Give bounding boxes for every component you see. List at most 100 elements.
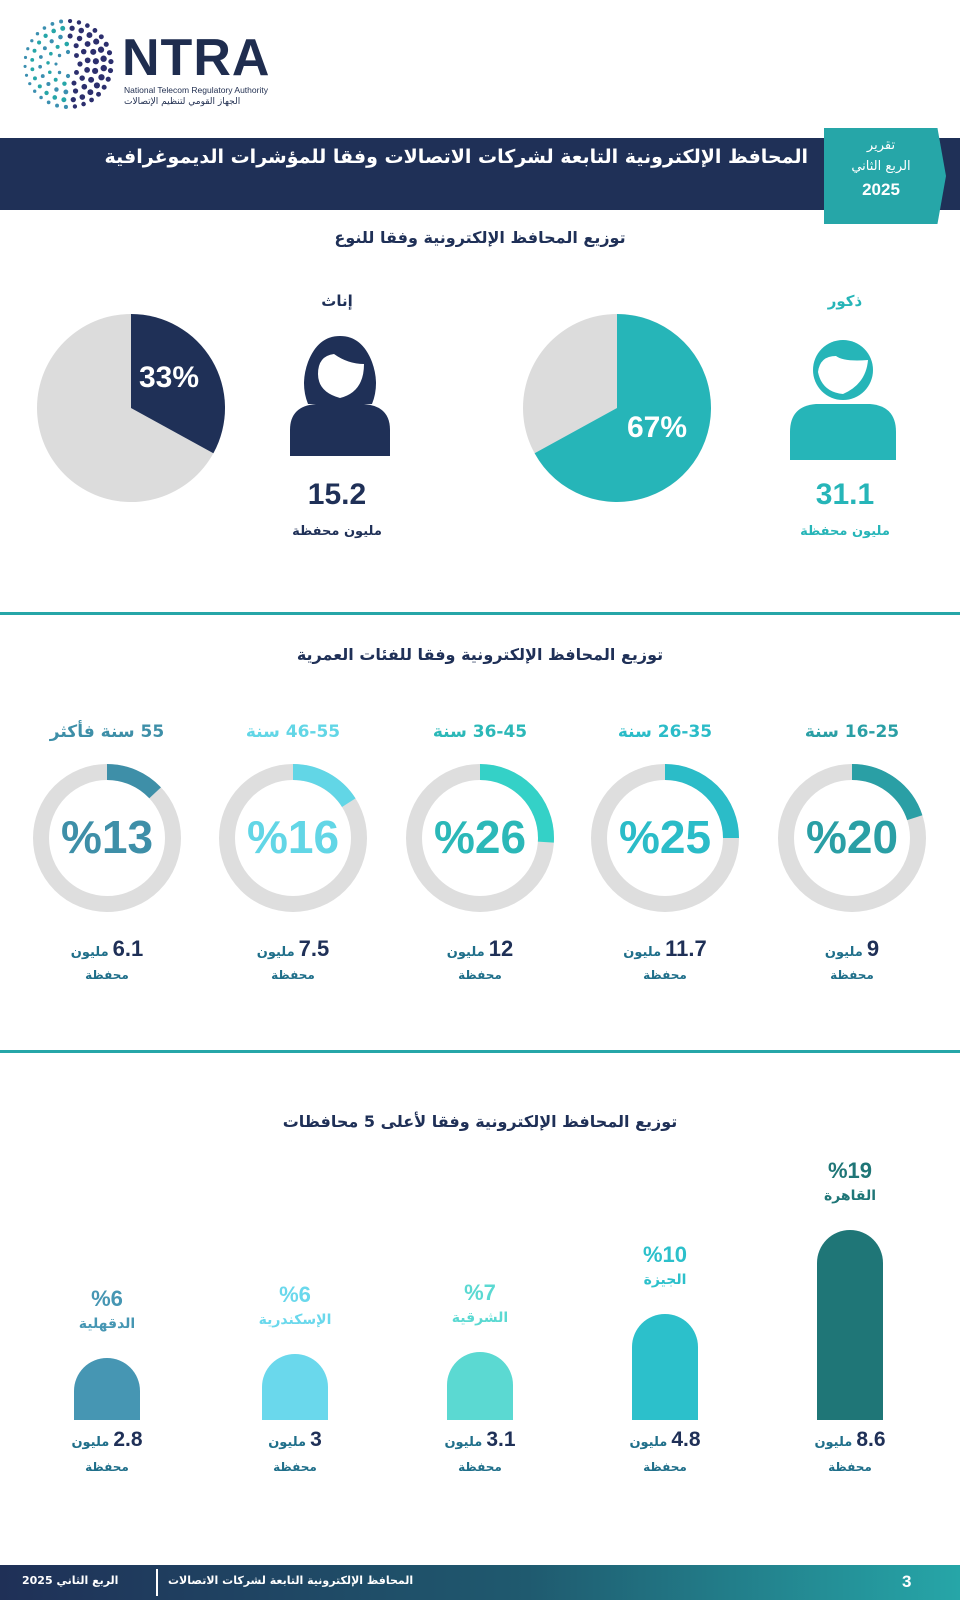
age-section-title: توزيع المحافظ الإلكترونية وفقا للفئات ال… — [296, 645, 664, 664]
logo-dot — [60, 25, 66, 31]
governorate-unit: مليون — [71, 1435, 110, 1450]
age-group-value: 9مليون — [772, 936, 932, 962]
logo-dot — [26, 47, 30, 51]
logo-dot — [52, 95, 58, 100]
age-group-value: 6.1مليون — [27, 936, 187, 962]
male-wallets-value: 31.1 — [815, 478, 875, 511]
age-group-unit-label: محفظة — [458, 968, 502, 982]
governorate-bar — [262, 1353, 328, 1420]
footer-title: المحافظ الإلكترونية التابعة لشركات الاتص… — [168, 1574, 414, 1587]
logo-dot — [42, 46, 47, 51]
report-tag-line2: الربع الثاني — [851, 159, 911, 174]
logo-dot — [49, 39, 54, 44]
logo-dot — [84, 57, 91, 64]
ntra-dots-emblem-icon — [23, 18, 114, 110]
governorate-name: الإسكندرية — [258, 1311, 332, 1328]
logo-dot — [97, 46, 105, 53]
page-title: المحافظ الإلكترونية التابعة لشركات الاتص… — [104, 146, 808, 168]
report-tag-line1: تقرير — [866, 138, 896, 153]
governorate-unit: مليون — [268, 1435, 307, 1450]
age-group-unit-label: محفظة — [85, 968, 129, 982]
governorate-bar — [74, 1358, 140, 1420]
logo-wordmark: NTRA — [122, 29, 271, 87]
governorate-millions: 3.1 — [486, 1428, 516, 1451]
logo-dot — [39, 95, 43, 100]
logo-dot — [63, 89, 69, 95]
logo-dot — [23, 55, 28, 60]
governorates-section-title: توزيع المحافظ الإلكترونية وفقا لأعلى 5 م… — [282, 1112, 678, 1131]
age-group-donut — [406, 764, 554, 912]
logo-dot — [74, 53, 79, 58]
logo-dot — [44, 90, 49, 96]
logo-dot — [46, 61, 50, 65]
logo-dot — [38, 64, 42, 69]
logo-dot — [92, 28, 98, 33]
governorate-bar — [447, 1351, 513, 1420]
logo-english-name: National Telecom Regulatory Authority — [124, 85, 268, 95]
governorate-name: الشرقية — [451, 1309, 509, 1326]
female-wallets-value: 15.2 — [307, 478, 367, 511]
donut-share-arc — [406, 764, 554, 912]
age-group-label: 36-45 سنة — [432, 722, 528, 742]
age-group-unit: مليون — [446, 945, 485, 960]
logo-dot — [50, 22, 55, 26]
age-group-value: 12مليون — [400, 936, 560, 962]
male-pie-percent-label: 67% — [627, 411, 687, 444]
governorate-percent: %19 — [827, 1158, 873, 1183]
logo-dot — [81, 101, 86, 107]
logo-dot — [101, 84, 107, 90]
logo-dot — [98, 74, 105, 81]
logo-dot — [80, 48, 87, 55]
logo-dot — [107, 67, 114, 74]
governorate-bar — [817, 1230, 883, 1420]
age-group-item: 26-35 سنة %25 11.7مليون محفظة — [585, 722, 745, 1002]
logo-dot — [32, 76, 37, 81]
female-share-pie: 33% — [37, 314, 225, 502]
governorate-name: القاهرة — [823, 1188, 877, 1204]
age-group-percent: %20 — [805, 811, 899, 863]
logo-dot — [76, 35, 83, 42]
logo-dot — [53, 77, 58, 82]
age-group-item: 16-25 سنة %20 9مليون محفظة — [772, 722, 932, 1002]
logo-dot — [74, 70, 79, 75]
age-group-percent: %25 — [618, 811, 712, 863]
donut-share-arc — [219, 764, 367, 912]
logo-dot — [67, 33, 73, 39]
logo-dot — [86, 32, 93, 39]
governorate-name: الدقهلية — [78, 1316, 136, 1333]
logo-dot — [65, 73, 71, 79]
logo-dot — [73, 43, 79, 49]
age-group-donut — [33, 764, 181, 912]
age-group-donut — [778, 764, 926, 912]
logo-dot — [98, 34, 104, 40]
logo-dot — [23, 64, 27, 68]
governorate-unit-label: محفظة — [85, 1460, 129, 1474]
logo-dot — [100, 55, 107, 62]
age-group-percent: %13 — [60, 811, 154, 863]
logo-dot — [46, 100, 51, 105]
report-period-tag: تقرير الربع الثاني 2025 — [824, 128, 946, 224]
logo-dot — [46, 81, 51, 87]
age-group-value: 11.7مليون — [585, 936, 745, 962]
logo-dot — [76, 20, 82, 25]
male-user-icon — [790, 340, 896, 460]
logo-dot — [49, 51, 53, 56]
governorate-millions: 8.6 — [856, 1428, 886, 1451]
logo-dot — [92, 67, 99, 75]
age-group-unit: مليون — [70, 945, 109, 960]
logo-dot — [89, 97, 94, 103]
female-user-icon — [290, 336, 390, 456]
male-share-pie: 67% — [523, 314, 711, 502]
governorate-unit-label: محفظة — [643, 1460, 687, 1474]
governorate-percent: %10 — [642, 1241, 688, 1267]
age-group-millions: 9 — [866, 936, 880, 961]
logo-dot — [72, 88, 79, 94]
governorate-unit: مليون — [629, 1435, 668, 1450]
footer-bar: 3 المحافظ الإلكترونية التابعة لشركات الا… — [0, 1565, 960, 1600]
logo-dot — [28, 82, 32, 86]
logo-dot — [79, 75, 85, 81]
logo-arabic-name: الجهاز القومي لتنظيم الإتصالات — [124, 97, 241, 107]
age-group-item: 46-55 سنة %16 7.5مليون محفظة — [213, 722, 373, 1002]
governorate-value: 8.6مليون — [775, 1428, 925, 1452]
governorate-value: 3.1مليون — [405, 1428, 555, 1452]
